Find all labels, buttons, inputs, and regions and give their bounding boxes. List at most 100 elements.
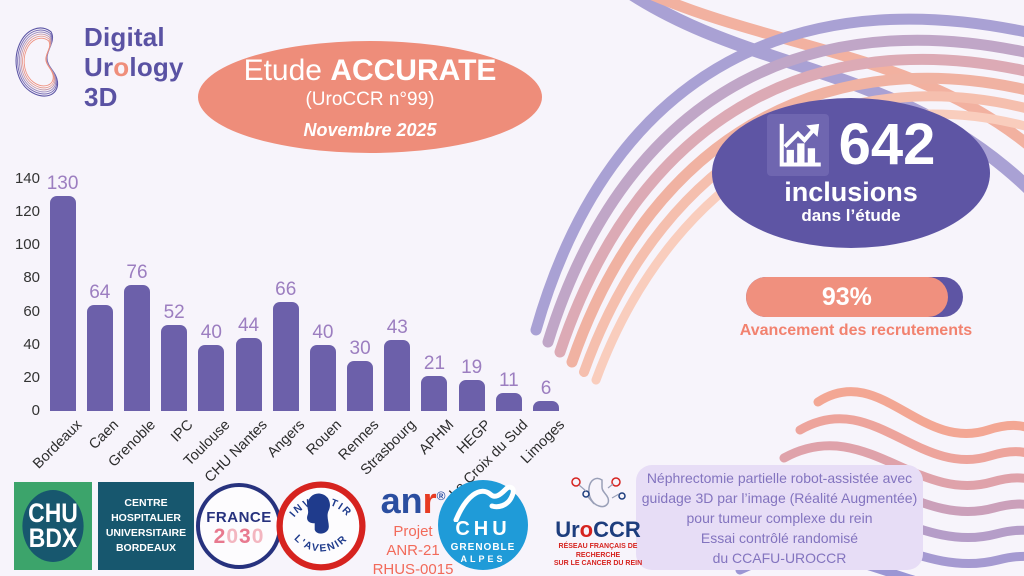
y-tick-label: 80 [23, 269, 40, 287]
chu-bdx-line: CHU [28, 498, 78, 528]
chu-bdx-line: BDX [28, 523, 78, 553]
y-tick-label: 140 [14, 170, 40, 187]
bar-value-label: 19 [461, 356, 483, 378]
bar [235, 338, 262, 411]
study-title-badge: Etude ACCURATE (UroCCR n°99) Novembre 20… [198, 41, 542, 153]
digital-urology-3d-logo: Digital Urology 3D [10, 16, 184, 112]
bar-value-label: 30 [349, 338, 371, 360]
bar-group: 52 IPC [156, 149, 196, 445]
chu-bdx-logo: CHU BDX [14, 482, 92, 570]
bar [123, 285, 150, 411]
brand-name: Digital Urology 3D [84, 22, 184, 112]
chu-bordeaux-line: CENTRE [124, 497, 168, 509]
bar [384, 339, 411, 411]
france-2030-year: 2030 [213, 525, 265, 548]
chu-grenoble-line: ALPES [460, 554, 506, 564]
y-tick-label: 0 [31, 402, 40, 419]
bar-group: 43 Strasbourg [358, 149, 419, 479]
y-tick-label: 60 [23, 302, 40, 320]
bar-value-label: 11 [498, 369, 519, 391]
bar-value-label: 130 [46, 172, 79, 194]
chu-bordeaux-line: BORDEAUX [115, 542, 177, 554]
progress-percent: 93% [821, 282, 872, 311]
bar [421, 376, 448, 411]
uroccr-wordmark: UroCCR [555, 517, 641, 542]
bar-value-label: 64 [89, 281, 111, 303]
bar-group: 19 HEGP [453, 149, 494, 458]
bar-group: 66 Angers [264, 149, 308, 461]
anr-wordmark: anr® [380, 480, 446, 521]
bar-group: 40 Rouen [304, 149, 346, 459]
bar-value-label: 66 [275, 278, 297, 300]
note-line: Néphrectomie partielle robot-assistée av… [646, 469, 913, 486]
study-subtitle: (UroCCR n°99) [305, 88, 435, 110]
study-date: Novembre 2025 [303, 119, 437, 140]
study-title: Etude ACCURATE [243, 53, 497, 87]
note-line: du CCAFU-UROCCR [712, 549, 847, 566]
inclusions-label: inclusions [784, 177, 918, 207]
investir-avenir-logo: INVESTIR L'AVENIR [276, 481, 366, 571]
marianne-profile-icon [307, 493, 330, 534]
note-line: pour tumeur complexe du rein [686, 509, 873, 526]
note-line: guidage 3D par l’image (Réalité Augmenté… [641, 489, 918, 506]
bar [495, 392, 522, 411]
bar [458, 379, 485, 411]
bar-group: 40 Toulouse [181, 149, 233, 470]
study-description-box: Néphrectomie partielle robot-assistée av… [636, 465, 923, 570]
bar [86, 304, 113, 411]
bar-group: 64 Caen [81, 149, 122, 453]
bar-value-label: 40 [200, 321, 222, 343]
france-2030-text: FRANCE [206, 509, 272, 526]
growth-chart-icon [766, 114, 829, 176]
bar-group: 21 APHM [416, 149, 457, 458]
inclusions-sublabel: dans l’étude [801, 206, 901, 225]
y-tick-label: 20 [23, 368, 40, 386]
bar-value-label: 21 [423, 353, 446, 375]
bar-group: 11 La Croix du Sud [446, 149, 531, 502]
bar [309, 344, 336, 411]
progress-caption: Avancement des recrutements [739, 322, 973, 339]
y-tick-label: 120 [14, 203, 40, 221]
y-tick-label: 100 [14, 236, 40, 254]
bar [161, 324, 188, 411]
mountain-icon [453, 484, 516, 522]
note-line: Essai contrôlé randomisé [700, 529, 859, 546]
inclusions-bar-chart: 0 20 40 60 80 100 120 140 130 Bordeaux 64 Caen 76 Gr… [8, 149, 569, 502]
anr-logo: anr® Projet ANR-21 RHUS-0015 [354, 478, 472, 576]
progress-fill: 93% [746, 277, 948, 317]
bar-value-label: 52 [163, 301, 185, 323]
chu-bordeaux-logo: CENTRE HOSPITALIER UNIVERSITAIRE BORDEAU… [98, 482, 194, 570]
bar [347, 361, 374, 411]
bar-group: 30 Rennes [336, 149, 383, 463]
bar-value-label: 6 [540, 378, 552, 400]
bar-value-label: 43 [386, 316, 408, 338]
chu-grenoble-line: CHU [455, 518, 511, 540]
bar [198, 344, 225, 411]
chu-grenoble-line: GRENOBLE [450, 542, 516, 553]
chu-bordeaux-line: HOSPITALIER [111, 512, 181, 524]
inclusions-total-badge: 642 inclusions dans l’étude [712, 98, 990, 248]
uroccr-logo: UroCCR RÉSEAU FRANÇAIS DE RECHERCHE SUR … [548, 472, 648, 569]
chu-grenoble-logo: CHU GRENOBLE ALPES [438, 480, 528, 570]
bar-group: 130 Bordeaux [30, 149, 85, 473]
bar [272, 301, 299, 411]
bar-group: 6 Limoges [518, 149, 568, 467]
bar-group: 76 Grenoble [106, 149, 159, 470]
kidney-logo-icon [15, 27, 59, 97]
plot-area: 130 Bordeaux 64 Caen 76 Grenoble 52 IPC 40 Toulou… [30, 149, 569, 502]
y-tick-label: 40 [23, 335, 40, 353]
recruitment-progress-bar: 93% [746, 277, 963, 317]
bar-value-label: 44 [237, 315, 260, 337]
uroccr-caption: RÉSEAU FRANÇAIS DE RECHERCHE SUR LE CANC… [553, 543, 643, 567]
anr-project-reference: Projet ANR-21 RHUS-0015 [372, 523, 454, 576]
bar-value-label: 76 [126, 262, 148, 284]
bar [533, 401, 560, 411]
bar [49, 195, 76, 411]
france-2030-logo: FRANCE 2030 [196, 483, 282, 569]
inclusions-count: 642 [838, 112, 936, 177]
chu-bordeaux-line: UNIVERSITAIRE [105, 527, 187, 539]
y-axis: 0 20 40 60 80 100 120 140 [8, 171, 44, 419]
bar-value-label: 40 [312, 321, 334, 343]
bar-group: 44 CHU Nantes [202, 149, 271, 486]
